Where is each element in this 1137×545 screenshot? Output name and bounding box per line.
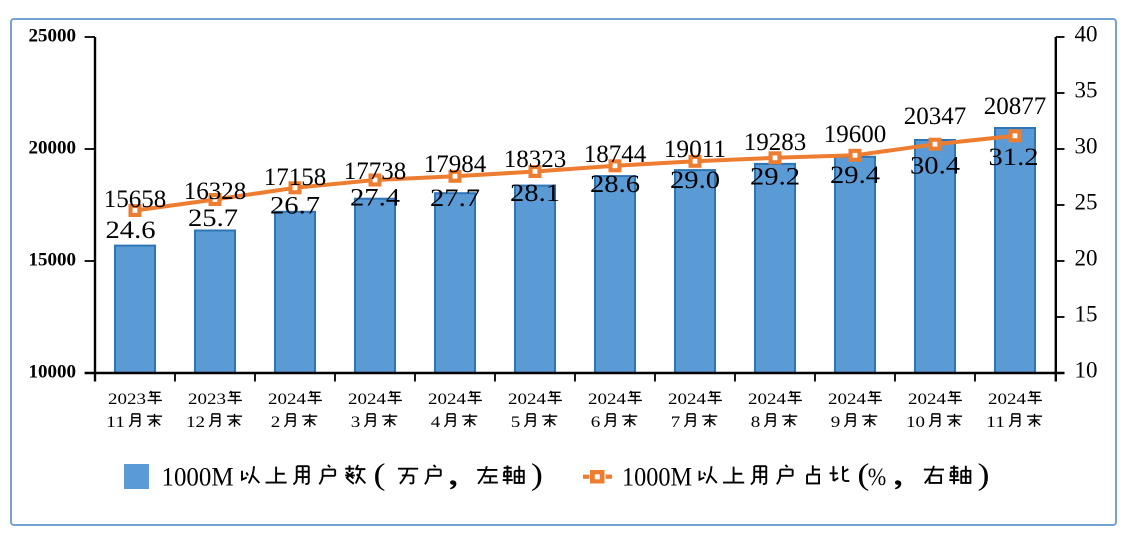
svg-text:29.4: 29.4 bbox=[830, 162, 881, 189]
svg-text:2024: 2024 bbox=[428, 391, 466, 408]
svg-text:18323: 18323 bbox=[504, 146, 567, 173]
svg-text:2024: 2024 bbox=[748, 391, 786, 408]
svg-text:20: 20 bbox=[1075, 246, 1098, 271]
svg-text:): ) bbox=[978, 457, 990, 492]
svg-text:27.4: 27.4 bbox=[350, 185, 401, 212]
svg-text:1000M: 1000M bbox=[162, 463, 234, 492]
svg-text:2024: 2024 bbox=[348, 391, 386, 408]
svg-text:2024: 2024 bbox=[588, 391, 626, 408]
svg-text:17984: 17984 bbox=[424, 151, 487, 178]
svg-text:19600: 19600 bbox=[824, 121, 887, 148]
svg-text:11: 11 bbox=[106, 414, 125, 431]
svg-text:24.6: 24.6 bbox=[106, 217, 156, 244]
svg-text:3: 3 bbox=[351, 414, 361, 431]
svg-text:10: 10 bbox=[906, 414, 925, 431]
svg-text:15000: 15000 bbox=[29, 250, 77, 271]
svg-text:9: 9 bbox=[831, 414, 841, 431]
svg-text:25: 25 bbox=[1075, 190, 1098, 215]
svg-text:4: 4 bbox=[431, 414, 441, 431]
svg-text:27.7: 27.7 bbox=[430, 185, 480, 212]
svg-text:10: 10 bbox=[1075, 358, 1098, 383]
svg-text:30: 30 bbox=[1075, 134, 1098, 159]
svg-text:8: 8 bbox=[751, 414, 761, 431]
svg-text:15: 15 bbox=[1075, 302, 1098, 327]
svg-text:40: 40 bbox=[1075, 22, 1098, 47]
svg-text:2024: 2024 bbox=[508, 391, 546, 408]
svg-text:35: 35 bbox=[1075, 78, 1098, 103]
svg-text:1000M: 1000M bbox=[622, 463, 692, 492]
svg-text:20347: 20347 bbox=[904, 103, 967, 130]
svg-text:17158: 17158 bbox=[264, 164, 327, 191]
svg-text:2024: 2024 bbox=[268, 391, 306, 408]
svg-text:15658: 15658 bbox=[104, 186, 167, 213]
svg-text:20877: 20877 bbox=[984, 93, 1047, 120]
svg-text:2023: 2023 bbox=[188, 391, 226, 408]
svg-text:2024: 2024 bbox=[668, 391, 706, 408]
svg-text:17738: 17738 bbox=[344, 158, 407, 185]
svg-text:29.0: 29.0 bbox=[670, 167, 720, 194]
svg-text:2023: 2023 bbox=[108, 391, 146, 408]
svg-text:6: 6 bbox=[591, 414, 601, 431]
svg-text:28.1: 28.1 bbox=[510, 180, 560, 207]
svg-text:19011: 19011 bbox=[664, 136, 727, 163]
svg-text:11: 11 bbox=[986, 414, 1005, 431]
svg-text:%: % bbox=[868, 464, 887, 491]
svg-text:2: 2 bbox=[271, 414, 281, 431]
svg-text:): ) bbox=[531, 457, 543, 492]
svg-text:16328: 16328 bbox=[184, 178, 247, 205]
svg-text:26.7: 26.7 bbox=[270, 193, 320, 220]
svg-text:2024: 2024 bbox=[828, 391, 866, 408]
svg-text:2024: 2024 bbox=[988, 391, 1026, 408]
svg-text:25000: 25000 bbox=[29, 26, 77, 47]
svg-text:25.7: 25.7 bbox=[188, 205, 238, 232]
svg-text:(: ( bbox=[374, 457, 386, 492]
svg-text:7: 7 bbox=[671, 414, 681, 431]
svg-text:31.2: 31.2 bbox=[989, 144, 1039, 171]
svg-text:10000: 10000 bbox=[29, 362, 77, 383]
svg-text:2024: 2024 bbox=[908, 391, 946, 408]
svg-text:30.4: 30.4 bbox=[910, 153, 961, 180]
svg-text:19283: 19283 bbox=[744, 129, 807, 156]
svg-text:(: ( bbox=[857, 457, 869, 492]
svg-text:5: 5 bbox=[511, 414, 521, 431]
svg-text:18744: 18744 bbox=[584, 141, 647, 168]
svg-text:28.6: 28.6 bbox=[590, 171, 640, 198]
svg-text:29.2: 29.2 bbox=[750, 164, 800, 191]
svg-text:12: 12 bbox=[186, 414, 205, 431]
svg-text:20000: 20000 bbox=[29, 138, 77, 159]
